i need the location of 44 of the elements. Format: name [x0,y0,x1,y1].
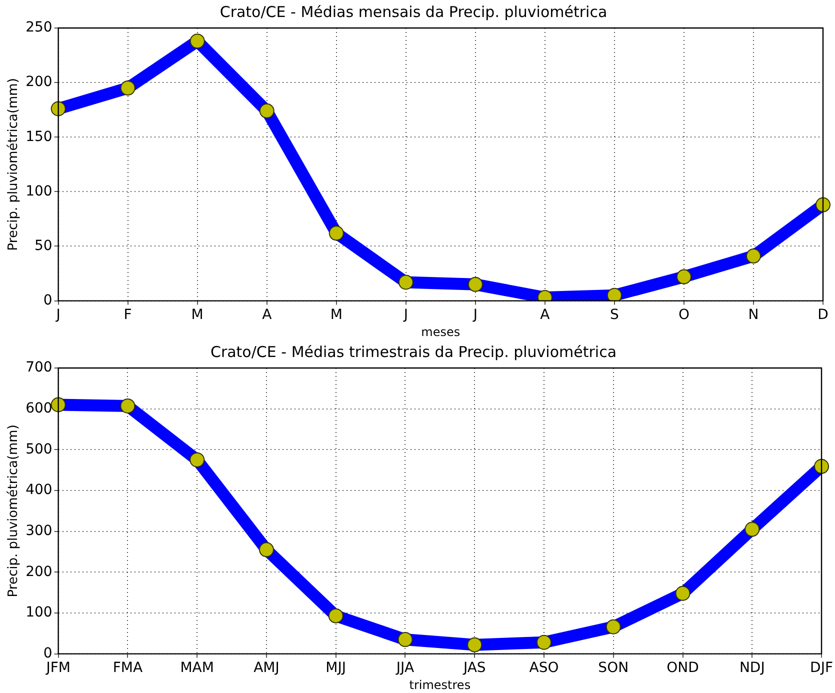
x-tick-label: JFM [45,660,70,676]
y-tick-label: 150 [26,128,52,145]
x-tick-label: MAM [180,660,214,676]
y-tick-label: 400 [26,482,52,498]
x-tick-label: D [818,306,828,323]
x-tick-label: N [748,306,759,323]
x-tick-label: FMA [112,660,143,676]
y-tick-label: 50 [34,238,52,254]
y-tick-label: 100 [26,604,52,621]
x-tick-label: SON [598,660,629,676]
x-tick-label: A [262,306,272,323]
x-tick-label: F [124,306,132,323]
y-axis-title: Precip. pluviométrica(mm) [6,78,22,251]
y-tick-label: 300 [26,522,52,539]
chart-title: Crato/CE - Médias mensais da Precip. pluviométrica [220,2,608,21]
x-tick-label: JAS [462,660,486,676]
y-tick-label: 0 [43,292,52,308]
x-tick-label: O [678,306,690,323]
y-tick-label: 0 [43,645,52,662]
x-tick-label: AMJ [254,660,280,676]
x-tick-label: A [540,306,550,323]
y-tick-label: 200 [26,74,52,90]
y-tick-label: 500 [26,441,52,458]
x-tick-label: M [191,306,204,323]
y-tick-label: 100 [26,183,52,200]
y-tick-label: 250 [26,20,52,36]
y-axis-title: Precip. pluviométrica(mm) [6,424,22,598]
x-tick-label: OND [666,660,699,676]
x-axis-title: trimestres [409,678,471,692]
x-tick-label: S [610,306,620,323]
x-tick-label: J [472,306,478,323]
y-tick-label: 200 [26,564,52,580]
x-tick-label: ASO [529,660,559,676]
x-tick-label: MJJ [326,660,346,676]
x-tick-label: JJA [395,660,414,676]
y-tick-label: 700 [26,360,52,376]
x-axis-title: meses [421,324,460,339]
x-tick-label: J [55,306,60,323]
x-tick-label: NDJ [739,660,765,676]
x-tick-label: J [402,306,408,323]
x-tick-label: M [330,306,342,323]
x-tick-label: DJF [810,660,834,676]
chart-title: Crato/CE - Médias trimestrais da Precip. pluviométrica [210,342,617,361]
y-tick-label: 600 [26,400,52,416]
